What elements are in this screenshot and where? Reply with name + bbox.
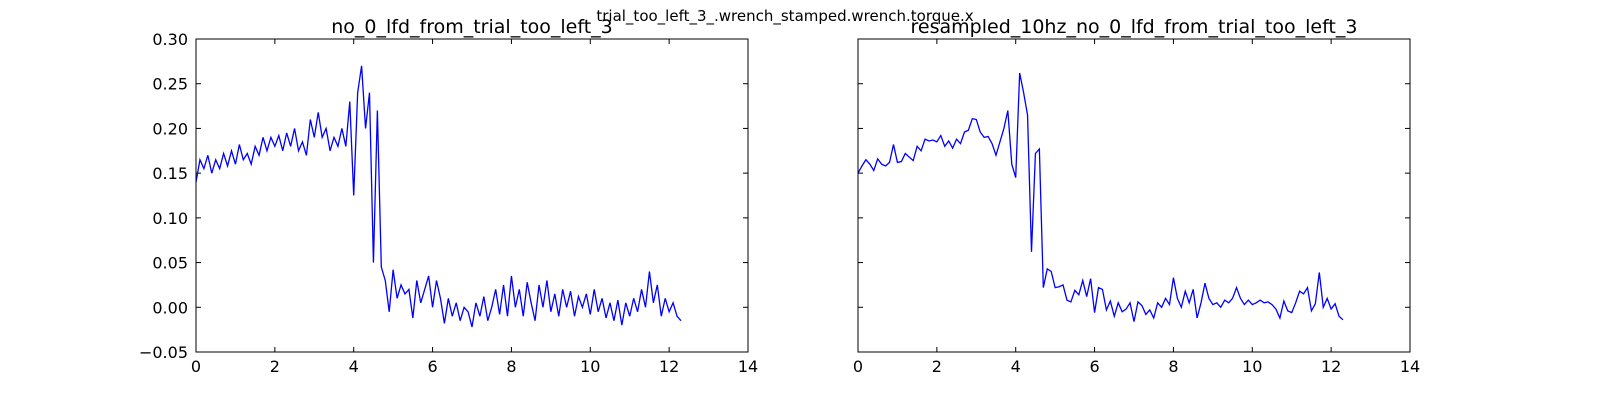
line-series xyxy=(195,65,682,328)
x-tick-label: 4 xyxy=(1011,357,1021,376)
plot-frame xyxy=(857,38,1411,353)
y-tick-label: 0.30 xyxy=(152,30,188,49)
figure-title: trial_too_left_3_.wrench_stamped.wrench.… xyxy=(596,7,973,26)
chart-title: resampled_10hz_no_0_lfd_from_trial_too_l… xyxy=(911,16,1358,38)
x-tick-label: 14 xyxy=(738,357,758,376)
x-tick-label: 8 xyxy=(506,357,516,376)
x-tick-label: 14 xyxy=(1400,357,1420,376)
x-tick-label: 10 xyxy=(580,357,600,376)
x-tick-label: 8 xyxy=(1168,357,1178,376)
x-tick-label: 0 xyxy=(853,357,863,376)
y-tick-label: 0.10 xyxy=(152,209,188,228)
x-tick-label: 6 xyxy=(427,357,437,376)
x-tick-label: 10 xyxy=(1242,357,1262,376)
y-tick-label: 0.00 xyxy=(152,298,188,317)
chart-title: no_0_lfd_from_trial_too_left_3 xyxy=(331,16,613,38)
x-tick-label: 12 xyxy=(659,357,679,376)
plot-frame xyxy=(195,38,749,353)
x-tick-label: 6 xyxy=(1089,357,1099,376)
y-tick-label: 0.05 xyxy=(152,254,188,273)
y-tick-label: −0.05 xyxy=(139,343,188,362)
x-tick-label: 0 xyxy=(191,357,201,376)
y-tick-label: 0.15 xyxy=(152,164,188,183)
y-tick-label: 0.20 xyxy=(152,119,188,138)
x-tick-label: 2 xyxy=(270,357,280,376)
x-tick-label: 2 xyxy=(932,357,942,376)
x-tick-label: 12 xyxy=(1321,357,1341,376)
line-series xyxy=(857,72,1344,322)
x-tick-label: 4 xyxy=(349,357,359,376)
y-tick-label: 0.25 xyxy=(152,75,188,94)
